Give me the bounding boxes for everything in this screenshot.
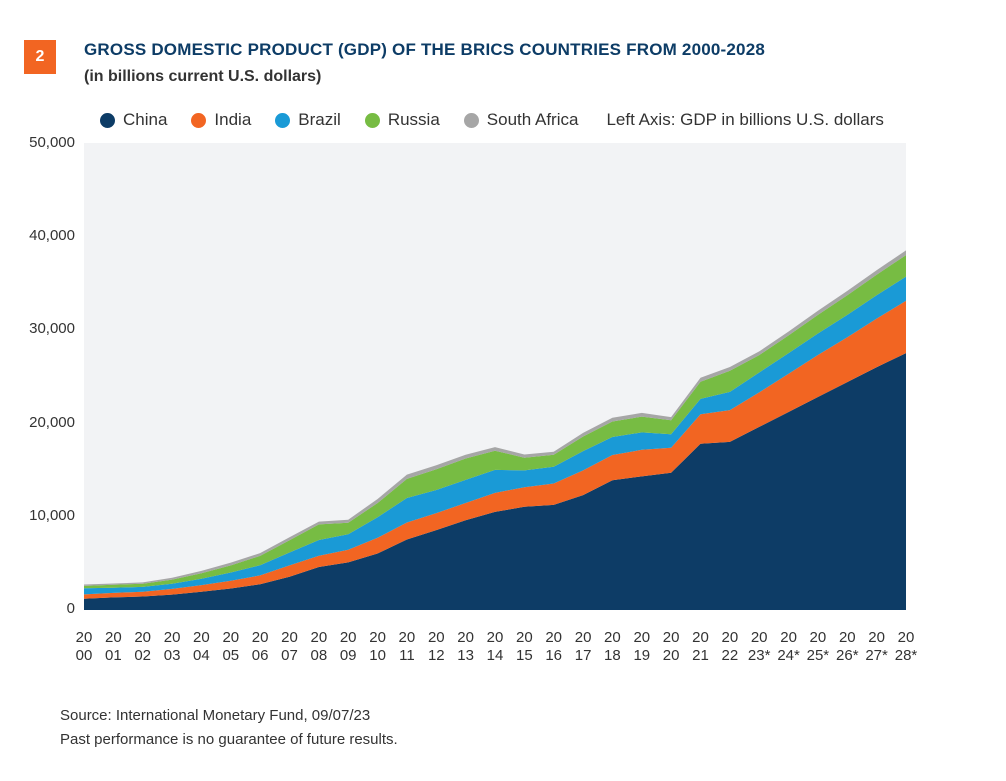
x-tick-label: 20 05 (222, 629, 239, 664)
chart-legend: China India Brazil Russia South Africa L… (100, 110, 884, 130)
x-tick-label: 20 13 (457, 629, 474, 664)
x-tick-label: 20 07 (281, 629, 298, 664)
chart-subtitle: (in billions current U.S. dollars) (84, 68, 322, 85)
legend-item-south-africa: South Africa (463, 110, 579, 130)
x-tick-label: 20 23* (748, 629, 771, 664)
legend-swatch-russia (364, 112, 380, 128)
x-tick-label: 20 06 (252, 629, 269, 664)
x-tick-label: 20 04 (193, 629, 210, 664)
legend-swatch-brazil (275, 112, 291, 128)
x-tick-label: 20 15 (516, 629, 533, 664)
x-tick-label: 20 20 (663, 629, 680, 664)
x-tick-label: 20 10 (369, 629, 386, 664)
legend-swatch-south-africa (463, 112, 479, 128)
legend-swatch-india (191, 112, 207, 128)
figure-number-badge: 2 (24, 40, 56, 74)
y-tick-label: 20,000 (29, 414, 75, 431)
x-tick-label: 20 17 (575, 629, 592, 664)
x-tick-label: 20 00 (76, 629, 93, 664)
x-tick-label: 20 01 (105, 629, 122, 664)
legend-label-south-africa: South Africa (486, 110, 579, 129)
legend-item-brazil: Brazil (275, 110, 341, 130)
y-tick-label: 10,000 (29, 507, 75, 524)
x-tick-label: 20 25* (807, 629, 830, 664)
y-tick-label: 40,000 (29, 227, 75, 244)
x-tick-label: 20 02 (134, 629, 151, 664)
x-tick-label: 20 09 (340, 629, 357, 664)
y-tick-label: 0 (66, 600, 75, 617)
x-tick-label: 20 19 (633, 629, 650, 664)
x-tick-label: 20 26* (836, 629, 859, 664)
legend-label-china: China (123, 110, 168, 129)
x-tick-label: 20 16 (545, 629, 562, 664)
legend-label-india: India (214, 110, 252, 129)
x-tick-label: 20 03 (164, 629, 181, 664)
legend-item-india: India (191, 110, 251, 130)
area-series-group (84, 250, 906, 610)
legend-item-china: China (100, 110, 167, 130)
x-tick-label: 20 22 (722, 629, 739, 664)
x-tick-label: 20 12 (428, 629, 445, 664)
x-tick-label: 20 08 (311, 629, 328, 664)
x-axis-labels: 20 00 20 01 20 02 20 03 20 04 20 05 20 06 20 07 20 08 20 09… (76, 629, 918, 664)
y-tick-label: 30,000 (29, 320, 75, 337)
legend-axis-note: Left Axis: GDP in billions U.S. dollars (606, 110, 884, 129)
legend-label-russia: Russia (387, 110, 440, 129)
source-note: Source: International Monetary Fund, 09/… (60, 707, 371, 724)
chart-title: GROSS DOMESTIC PRODUCT (GDP) OF THE BRIC… (84, 40, 766, 59)
x-tick-label: 20 14 (487, 629, 504, 664)
disclaimer-note: Past performance is no guarantee of futu… (60, 731, 398, 748)
x-tick-label: 20 28* (895, 629, 918, 664)
x-tick-label: 20 11 (399, 629, 416, 664)
y-tick-label: 50,000 (29, 134, 75, 151)
x-tick-label: 20 18 (604, 629, 621, 664)
legend-swatch-china (100, 112, 115, 128)
x-tick-label: 20 21 (692, 629, 709, 664)
x-tick-label: 20 24* (777, 629, 800, 664)
legend-label-brazil: Brazil (298, 110, 341, 129)
area-china (84, 353, 906, 610)
x-tick-label: 20 27* (865, 629, 888, 664)
legend-item-russia: Russia (364, 110, 440, 130)
